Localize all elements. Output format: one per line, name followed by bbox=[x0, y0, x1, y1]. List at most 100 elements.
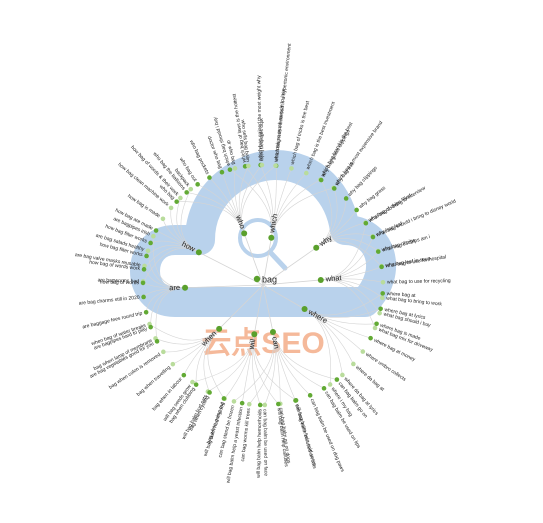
leaf-node[interactable] bbox=[372, 325, 378, 331]
leaf-node[interactable] bbox=[370, 234, 376, 240]
leaf-node[interactable] bbox=[327, 382, 333, 387]
leaf-node[interactable] bbox=[153, 228, 159, 233]
leaf-node[interactable] bbox=[144, 253, 149, 259]
leaf-node[interactable] bbox=[184, 190, 189, 195]
leaf-node[interactable] bbox=[193, 382, 199, 387]
leaf-node[interactable] bbox=[246, 163, 251, 169]
branch-node[interactable] bbox=[301, 306, 308, 312]
branch-label-can[interactable]: can bbox=[270, 336, 281, 350]
leaf-node[interactable] bbox=[148, 240, 153, 246]
leaf-node[interactable] bbox=[321, 386, 327, 391]
leaf-node[interactable] bbox=[231, 399, 237, 404]
leaf-label[interactable]: why bag milk bbox=[334, 160, 356, 187]
branch-node[interactable] bbox=[251, 331, 258, 338]
leaf-node[interactable] bbox=[141, 267, 147, 272]
leaf-label[interactable]: who sells bag balm bbox=[258, 118, 264, 161]
branch-label-what[interactable]: what bbox=[324, 273, 342, 284]
leaf-node[interactable] bbox=[259, 162, 265, 168]
leaf-node[interactable] bbox=[207, 390, 212, 395]
branch-node[interactable] bbox=[195, 249, 202, 256]
leaf-label[interactable]: which bag gained the most weight why bbox=[256, 75, 264, 161]
leaf-node[interactable] bbox=[170, 361, 176, 367]
leaf-node[interactable] bbox=[343, 196, 349, 201]
leaf-node[interactable] bbox=[340, 372, 345, 378]
leaf-label[interactable]: will bag balm help hemorrhoids bbox=[256, 408, 264, 478]
leaf-node[interactable] bbox=[334, 377, 340, 382]
leaf-node[interactable] bbox=[219, 169, 225, 175]
leaf-node[interactable] bbox=[368, 335, 373, 341]
leaf-node[interactable] bbox=[379, 264, 384, 270]
leaf-node[interactable] bbox=[151, 233, 156, 239]
leaf-node[interactable] bbox=[154, 339, 160, 344]
leaf-node[interactable] bbox=[307, 393, 313, 398]
branch-label-will[interactable]: will bbox=[247, 338, 258, 351]
leaf-label[interactable]: why bag grass bbox=[358, 185, 387, 210]
leaf-node[interactable] bbox=[181, 372, 187, 378]
leaf-node[interactable] bbox=[354, 207, 359, 213]
leaf-node[interactable] bbox=[188, 186, 194, 192]
leaf-label[interactable]: are bag charms still in 2020 bbox=[78, 295, 140, 307]
leaf-node[interactable] bbox=[360, 349, 366, 354]
leaf-node[interactable] bbox=[380, 280, 386, 285]
leaf-node[interactable] bbox=[257, 402, 263, 408]
leaf-node[interactable] bbox=[174, 199, 179, 204]
leaf-node[interactable] bbox=[221, 396, 227, 401]
leaf-label[interactable]: where bag at bbox=[386, 291, 416, 299]
branch-node[interactable] bbox=[269, 328, 276, 335]
leaf-node[interactable] bbox=[303, 170, 309, 176]
leaf-label[interactable]: will bag balm help cold sores bbox=[294, 403, 318, 467]
branch-node[interactable] bbox=[216, 325, 223, 332]
leaf-node[interactable] bbox=[145, 248, 151, 254]
leaf-node[interactable] bbox=[380, 291, 386, 296]
leaf-node[interactable] bbox=[161, 349, 166, 355]
leaf-label[interactable]: what bag should i bring to disney world bbox=[376, 198, 458, 238]
leaf-node[interactable] bbox=[168, 205, 174, 211]
leaf-node[interactable] bbox=[227, 167, 233, 172]
leaf-label[interactable]: what bag to bring to work bbox=[386, 296, 443, 308]
leaf-node[interactable] bbox=[190, 379, 195, 385]
branch-node[interactable] bbox=[268, 234, 275, 241]
leaf-node[interactable] bbox=[178, 195, 183, 201]
leaf-node[interactable] bbox=[351, 361, 356, 367]
leaf-node[interactable] bbox=[160, 216, 166, 222]
leaf-node[interactable] bbox=[378, 306, 383, 312]
branch-label-which[interactable]: which bbox=[267, 213, 279, 234]
branch-node[interactable] bbox=[317, 276, 324, 283]
leaf-node[interactable] bbox=[232, 166, 238, 171]
leaf-node[interactable] bbox=[331, 186, 337, 191]
leaf-node[interactable] bbox=[195, 182, 200, 187]
leaf-node[interactable] bbox=[363, 220, 369, 226]
leaf-node[interactable] bbox=[318, 177, 324, 183]
leaf-node[interactable] bbox=[374, 321, 379, 327]
leaf-node[interactable] bbox=[293, 398, 299, 403]
branch-label-are[interactable]: are bbox=[169, 283, 180, 292]
leaf-label[interactable]: dr who bag bbox=[225, 140, 237, 166]
leaf-node[interactable] bbox=[246, 401, 252, 407]
branch-node[interactable] bbox=[182, 284, 189, 291]
branch-node[interactable] bbox=[241, 230, 248, 237]
branch-node[interactable] bbox=[313, 244, 320, 251]
leaf-node[interactable] bbox=[289, 166, 294, 171]
leaf-label[interactable]: are bagworms bad bbox=[98, 277, 140, 284]
center-node[interactable] bbox=[253, 275, 261, 283]
leaf-node[interactable] bbox=[142, 263, 147, 269]
leaf-label[interactable]: who sells bag balm bbox=[239, 119, 250, 162]
branch-label-who[interactable]: who bbox=[234, 213, 248, 230]
leaf-label[interactable]: can bag balm be used on face bbox=[262, 409, 269, 476]
leaf-node[interactable] bbox=[375, 249, 381, 254]
leaf-node[interactable] bbox=[276, 401, 281, 407]
leaf-node[interactable] bbox=[207, 175, 212, 180]
leaf-node[interactable] bbox=[143, 309, 149, 315]
leaf-node[interactable] bbox=[273, 163, 278, 168]
leaf-node[interactable] bbox=[262, 402, 268, 408]
leaf-node[interactable] bbox=[380, 295, 385, 301]
leaf-label[interactable]: how bag of words bbox=[100, 279, 140, 286]
branch-link bbox=[262, 284, 305, 310]
leaf-label[interactable]: what bag to use for recycling bbox=[387, 278, 451, 285]
leaf-node[interactable] bbox=[140, 280, 146, 286]
leaf-node[interactable] bbox=[239, 400, 245, 406]
leaf-node[interactable] bbox=[377, 310, 382, 316]
leaf-node[interactable] bbox=[141, 294, 146, 300]
leaf-node[interactable] bbox=[148, 324, 153, 330]
center-label: bag bbox=[262, 274, 277, 284]
